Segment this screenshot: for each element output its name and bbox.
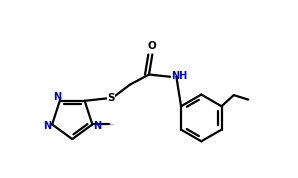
Text: N: N <box>44 121 52 131</box>
Text: NH: NH <box>171 71 187 81</box>
Text: S: S <box>107 93 115 103</box>
Text: methyl: methyl <box>110 124 114 125</box>
Text: O: O <box>148 41 157 51</box>
Text: N: N <box>53 92 61 102</box>
Text: N: N <box>93 121 101 131</box>
